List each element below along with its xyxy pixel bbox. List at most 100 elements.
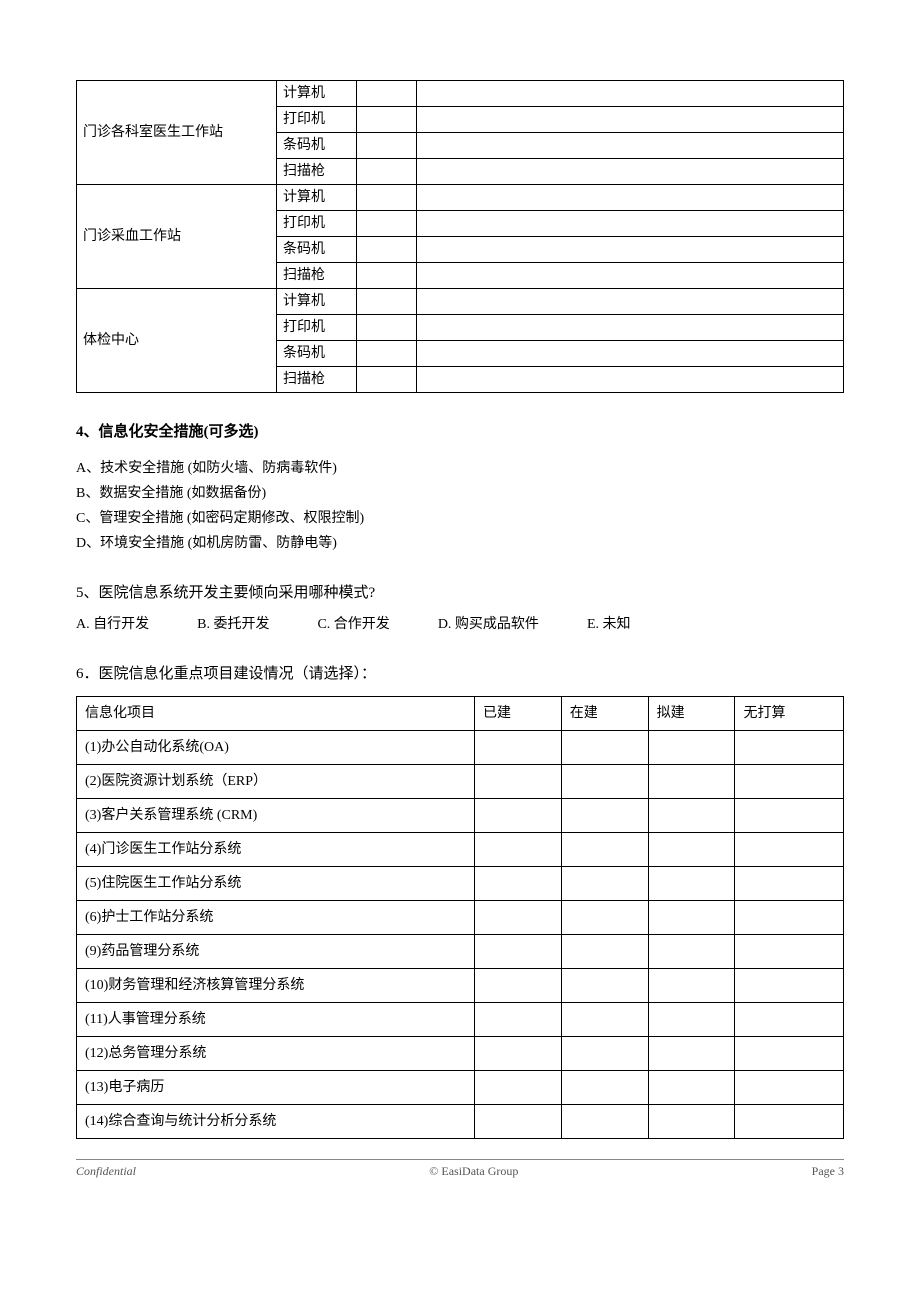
page-footer: Confidential © EasiData Group Page 3 bbox=[76, 1159, 844, 1180]
project-name: (3)客户关系管理系统 (CRM) bbox=[77, 798, 475, 832]
equip-item-label: 计算机 bbox=[277, 289, 357, 315]
project-status-cell bbox=[735, 934, 844, 968]
projects-header-col2: 在建 bbox=[561, 696, 648, 730]
equip-cell-empty bbox=[357, 185, 417, 211]
project-status-cell bbox=[648, 1002, 735, 1036]
project-name: (6)护士工作站分系统 bbox=[77, 900, 475, 934]
equip-item-label: 扫描枪 bbox=[277, 263, 357, 289]
project-name: (5)住院医生工作站分系统 bbox=[77, 866, 475, 900]
project-status-cell bbox=[561, 900, 648, 934]
project-status-cell bbox=[648, 1070, 735, 1104]
equip-cell-empty bbox=[417, 237, 844, 263]
equip-item-label: 计算机 bbox=[277, 81, 357, 107]
q5-heading: 5、医院信息系统开发主要倾向采用哪种模式? bbox=[76, 582, 844, 605]
project-status-cell bbox=[561, 968, 648, 1002]
project-status-cell bbox=[561, 730, 648, 764]
equip-cell-empty bbox=[417, 211, 844, 237]
project-name: (11)人事管理分系统 bbox=[77, 1002, 475, 1036]
project-status-cell bbox=[474, 968, 561, 1002]
table-row: (4)门诊医生工作站分系统 bbox=[77, 832, 844, 866]
equip-group-label: 门诊采血工作站 bbox=[77, 185, 277, 289]
equip-item-label: 条码机 bbox=[277, 237, 357, 263]
project-status-cell bbox=[735, 968, 844, 1002]
table-row: (5)住院医生工作站分系统 bbox=[77, 866, 844, 900]
table-row: (2)医院资源计划系统（ERP） bbox=[77, 764, 844, 798]
equip-cell-empty bbox=[417, 315, 844, 341]
table-row: (9)药品管理分系统 bbox=[77, 934, 844, 968]
project-status-cell bbox=[648, 1104, 735, 1138]
project-status-cell bbox=[561, 832, 648, 866]
project-name: (13)电子病历 bbox=[77, 1070, 475, 1104]
q4-option: B、数据安全措施 (如数据备份) bbox=[76, 483, 844, 504]
q5-options: A. 自行开发 B. 委托开发 C. 合作开发 D. 购买成品软件 E. 未知 bbox=[76, 614, 844, 635]
projects-header-col3: 拟建 bbox=[648, 696, 735, 730]
project-status-cell bbox=[474, 900, 561, 934]
table-row: 门诊采血工作站计算机 bbox=[77, 185, 844, 211]
project-status-cell bbox=[648, 968, 735, 1002]
project-status-cell bbox=[735, 866, 844, 900]
equip-item-label: 打印机 bbox=[277, 315, 357, 341]
equip-cell-empty bbox=[357, 107, 417, 133]
equip-group-label: 体检中心 bbox=[77, 289, 277, 393]
equip-item-label: 计算机 bbox=[277, 185, 357, 211]
project-status-cell bbox=[561, 934, 648, 968]
q5-option: E. 未知 bbox=[587, 614, 631, 635]
project-name: (9)药品管理分系统 bbox=[77, 934, 475, 968]
table-row: (14)综合查询与统计分析分系统 bbox=[77, 1104, 844, 1138]
project-status-cell bbox=[474, 764, 561, 798]
project-status-cell bbox=[474, 1104, 561, 1138]
project-status-cell bbox=[735, 832, 844, 866]
equip-item-label: 扫描枪 bbox=[277, 159, 357, 185]
equip-cell-empty bbox=[357, 159, 417, 185]
project-status-cell bbox=[474, 730, 561, 764]
project-status-cell bbox=[648, 934, 735, 968]
footer-center: © EasiData Group bbox=[429, 1162, 518, 1180]
project-status-cell bbox=[648, 730, 735, 764]
table-row: (3)客户关系管理系统 (CRM) bbox=[77, 798, 844, 832]
project-status-cell bbox=[474, 934, 561, 968]
project-status-cell bbox=[648, 900, 735, 934]
equip-cell-empty bbox=[417, 107, 844, 133]
equip-cell-empty bbox=[417, 81, 844, 107]
project-status-cell bbox=[474, 798, 561, 832]
project-status-cell bbox=[474, 1036, 561, 1070]
equip-item-label: 条码机 bbox=[277, 341, 357, 367]
q4-heading: 4、信息化安全措施(可多选) bbox=[76, 421, 844, 444]
project-status-cell bbox=[474, 1002, 561, 1036]
project-status-cell bbox=[474, 866, 561, 900]
q4-option: C、管理安全措施 (如密码定期修改、权限控制) bbox=[76, 508, 844, 529]
equip-cell-empty bbox=[357, 289, 417, 315]
equip-cell-empty bbox=[417, 263, 844, 289]
projects-header-col0: 信息化项目 bbox=[77, 696, 475, 730]
q6-heading: 6．医院信息化重点项目建设情况（请选择）： bbox=[76, 663, 844, 686]
equip-cell-empty bbox=[357, 81, 417, 107]
equip-cell-empty bbox=[417, 133, 844, 159]
table-row: (11)人事管理分系统 bbox=[77, 1002, 844, 1036]
equip-cell-empty bbox=[417, 185, 844, 211]
project-status-cell bbox=[648, 798, 735, 832]
equip-cell-empty bbox=[417, 367, 844, 393]
project-status-cell bbox=[561, 1070, 648, 1104]
footer-right: Page 3 bbox=[812, 1162, 844, 1180]
q4-options: A、技术安全措施 (如防火墙、防病毒软件) B、数据安全措施 (如数据备份) C… bbox=[76, 458, 844, 554]
equip-item-label: 打印机 bbox=[277, 211, 357, 237]
project-name: (14)综合查询与统计分析分系统 bbox=[77, 1104, 475, 1138]
project-name: (1)办公自动化系统(OA) bbox=[77, 730, 475, 764]
table-row: (10)财务管理和经济核算管理分系统 bbox=[77, 968, 844, 1002]
q4-option: A、技术安全措施 (如防火墙、防病毒软件) bbox=[76, 458, 844, 479]
equip-cell-empty bbox=[417, 341, 844, 367]
project-status-cell bbox=[474, 1070, 561, 1104]
equip-cell-empty bbox=[417, 159, 844, 185]
projects-table: 信息化项目 已建 在建 拟建 无打算 (1)办公自动化系统(OA)(2)医院资源… bbox=[76, 696, 844, 1139]
footer-left: Confidential bbox=[76, 1162, 136, 1180]
projects-header-col4: 无打算 bbox=[735, 696, 844, 730]
table-row: (13)电子病历 bbox=[77, 1070, 844, 1104]
q5-option: A. 自行开发 bbox=[76, 614, 149, 635]
table-row: (6)护士工作站分系统 bbox=[77, 900, 844, 934]
equip-cell-empty bbox=[357, 315, 417, 341]
projects-header-col1: 已建 bbox=[474, 696, 561, 730]
table-row: 门诊各科室医生工作站计算机 bbox=[77, 81, 844, 107]
equipment-table: 门诊各科室医生工作站计算机打印机条码机扫描枪门诊采血工作站计算机打印机条码机扫描… bbox=[76, 80, 844, 393]
project-name: (10)财务管理和经济核算管理分系统 bbox=[77, 968, 475, 1002]
project-status-cell bbox=[561, 866, 648, 900]
